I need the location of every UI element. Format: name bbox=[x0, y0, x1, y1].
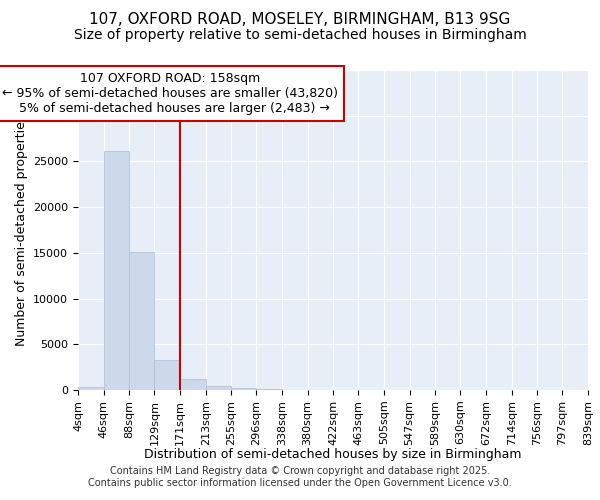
Bar bbox=[232, 388, 256, 390]
Text: 107 OXFORD ROAD: 158sqm
← 95% of semi-detached houses are smaller (43,820)
  5% : 107 OXFORD ROAD: 158sqm ← 95% of semi-de… bbox=[2, 72, 338, 115]
Bar bbox=[256, 389, 282, 390]
Bar bbox=[104, 152, 130, 390]
Bar bbox=[130, 252, 154, 390]
Text: Size of property relative to semi-detached houses in Birmingham: Size of property relative to semi-detach… bbox=[74, 28, 526, 42]
Bar bbox=[206, 386, 232, 390]
Text: 107, OXFORD ROAD, MOSELEY, BIRMINGHAM, B13 9SG: 107, OXFORD ROAD, MOSELEY, BIRMINGHAM, B… bbox=[89, 12, 511, 28]
Text: Contains HM Land Registry data © Crown copyright and database right 2025.
Contai: Contains HM Land Registry data © Crown c… bbox=[88, 466, 512, 487]
X-axis label: Distribution of semi-detached houses by size in Birmingham: Distribution of semi-detached houses by … bbox=[144, 448, 522, 460]
Bar bbox=[154, 360, 180, 390]
Bar bbox=[78, 388, 104, 390]
Y-axis label: Number of semi-detached properties: Number of semi-detached properties bbox=[14, 114, 28, 346]
Bar bbox=[180, 379, 206, 390]
